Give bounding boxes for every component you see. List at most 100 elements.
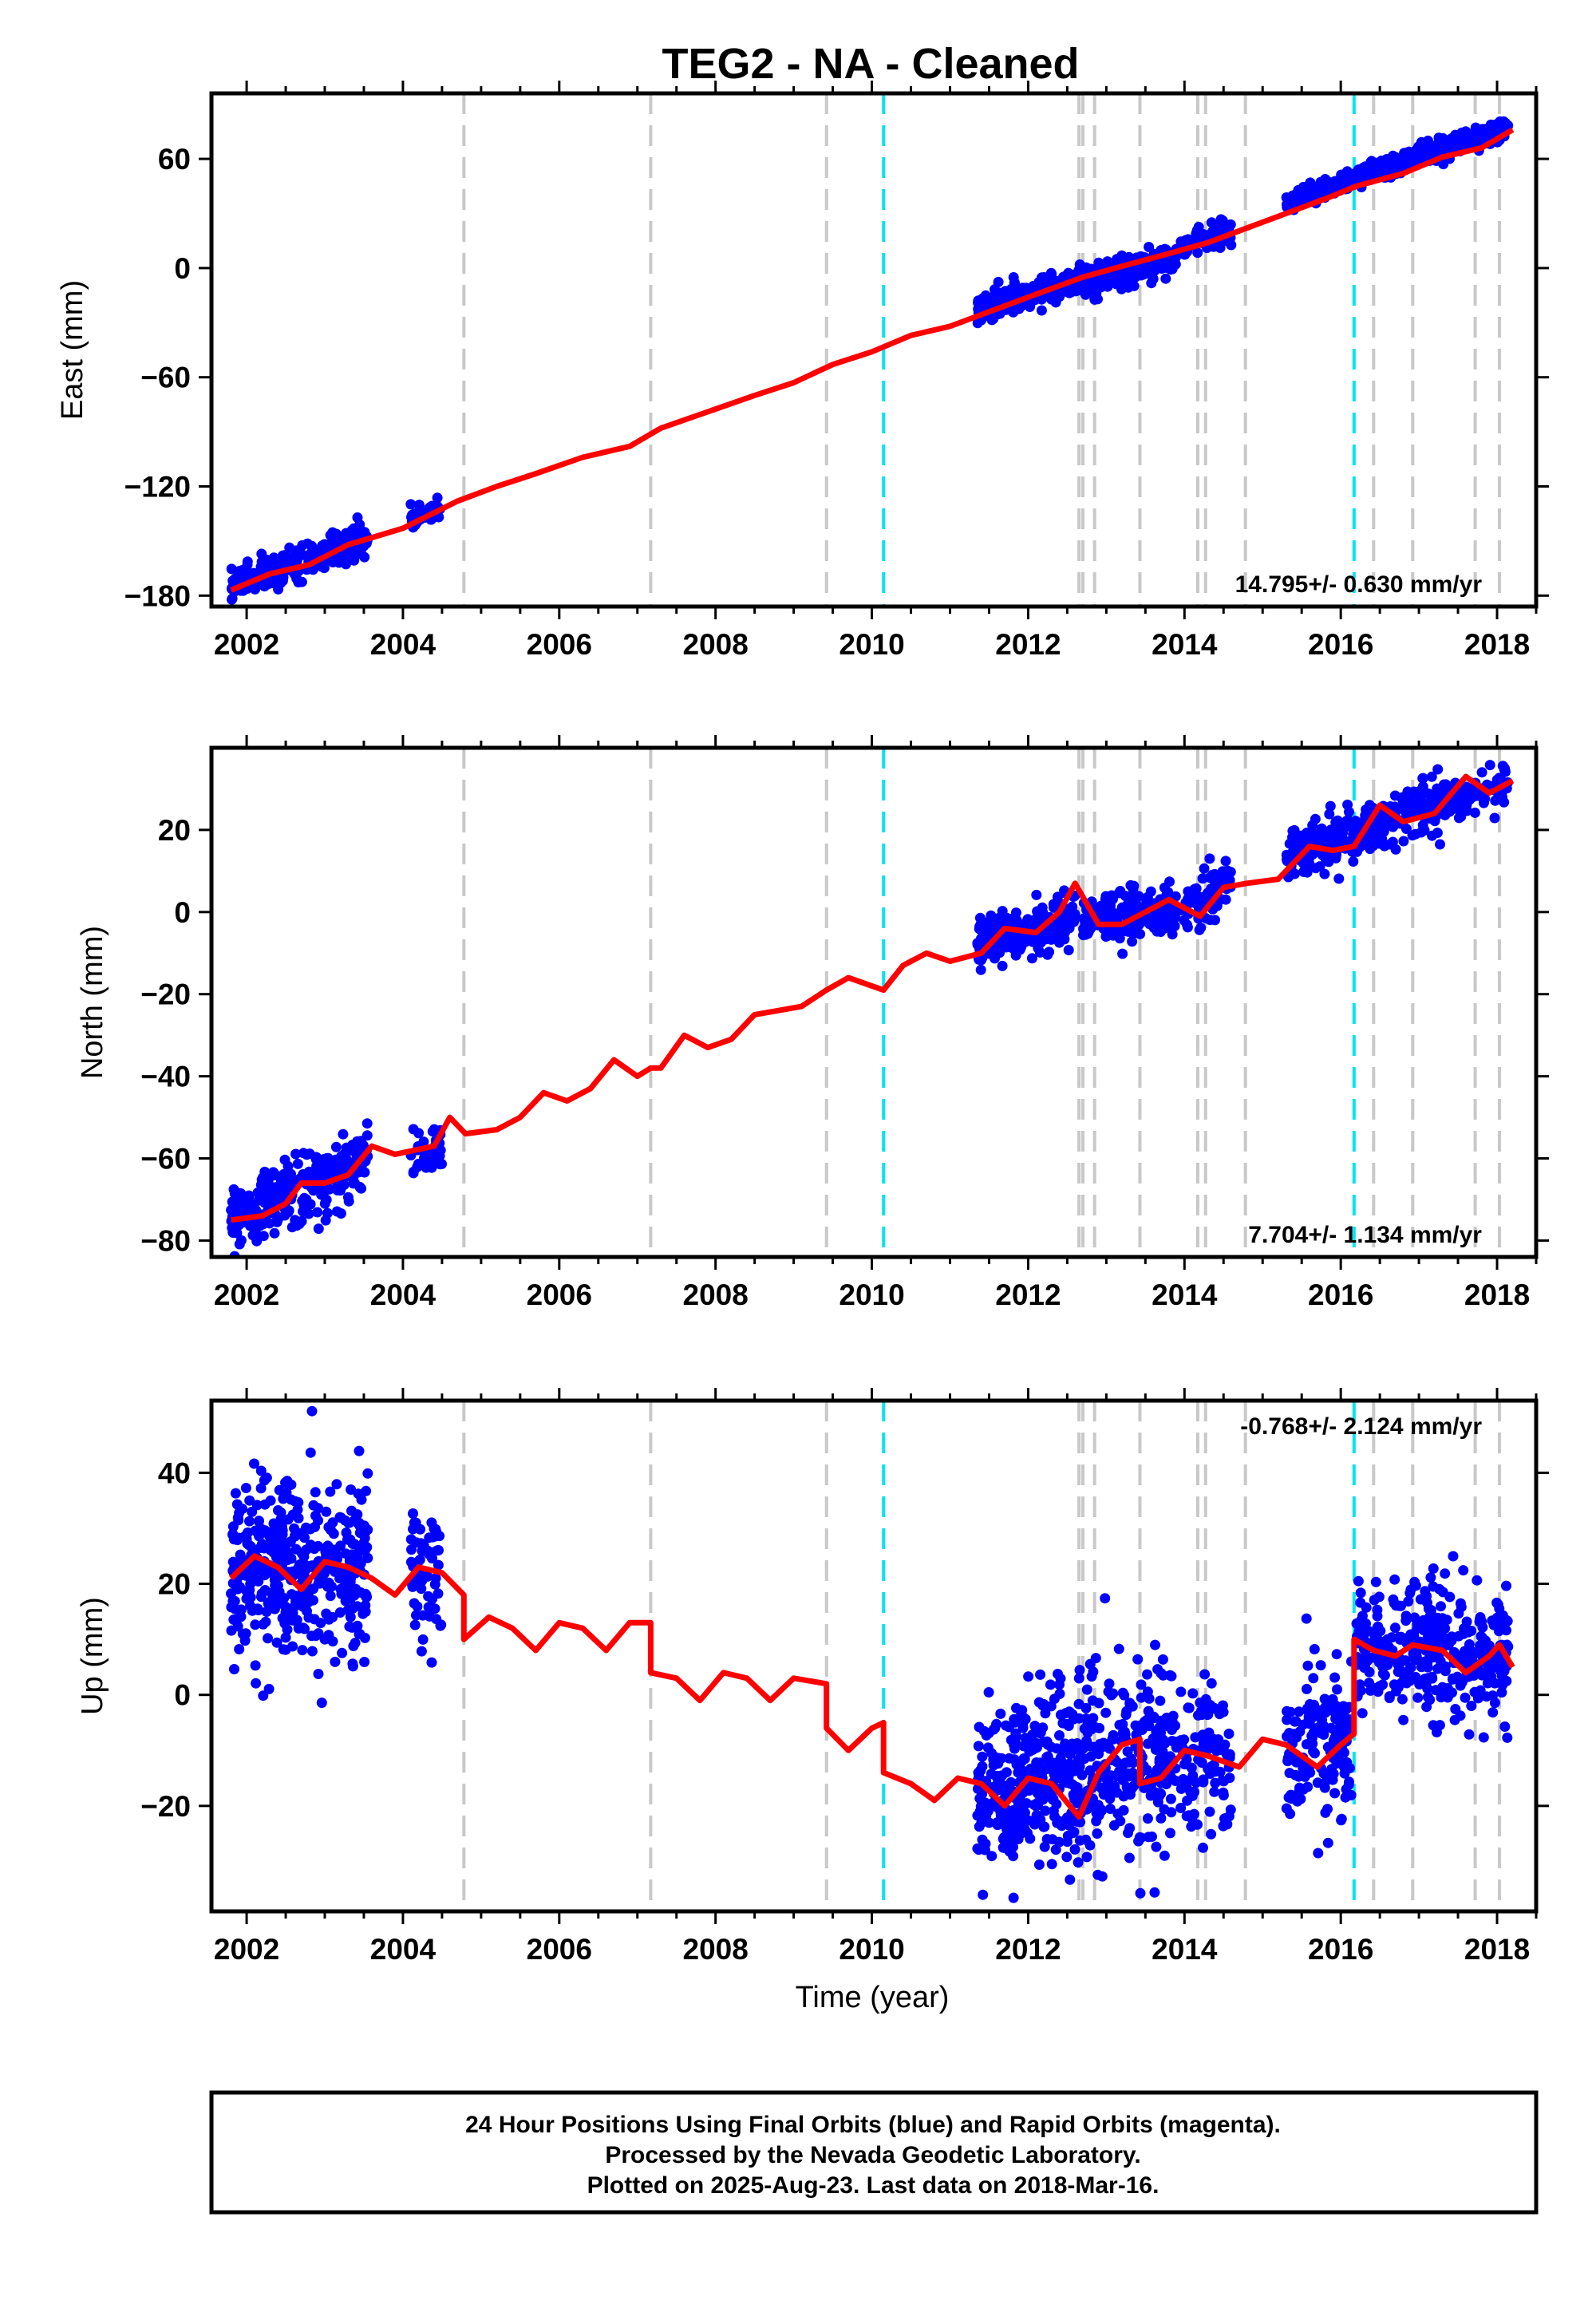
data-point [1192, 229, 1203, 240]
data-point [422, 1545, 433, 1556]
data-point [1363, 835, 1373, 846]
up-panel: 2002 2004 2006 2008 2010 2012 2014 2016 2018 −20 0… [76, 1388, 1549, 1966]
data-point [258, 1618, 269, 1630]
data-point [1127, 936, 1138, 947]
data-point [285, 1176, 295, 1187]
data-point [339, 1148, 350, 1159]
data-point [1302, 828, 1313, 838]
data-point [1108, 1820, 1120, 1831]
data-point [1315, 1660, 1326, 1671]
data-point [1063, 904, 1074, 915]
data-point [1206, 1678, 1217, 1689]
data-point [1157, 1654, 1168, 1665]
data-point [361, 1485, 372, 1496]
data-point [1353, 1575, 1364, 1587]
data-point [977, 1751, 988, 1762]
data-point [306, 1405, 318, 1417]
data-point [1497, 792, 1508, 803]
data-point [234, 1644, 245, 1654]
data-point [1008, 1892, 1019, 1903]
data-point [293, 1512, 304, 1524]
data-point [281, 1487, 292, 1498]
data-point [1398, 1714, 1409, 1725]
data-point [1097, 1784, 1108, 1795]
x-tick-label: 2010 [839, 1933, 904, 1966]
data-point [1017, 1814, 1028, 1825]
data-point [1017, 1712, 1029, 1723]
data-point [409, 1619, 421, 1630]
data-point [1159, 882, 1170, 893]
data-point [1086, 1671, 1097, 1682]
data-point [1053, 1669, 1063, 1679]
data-point [989, 1751, 1000, 1762]
data-point [297, 539, 308, 551]
data-point [426, 1657, 437, 1668]
x-tick-label: 2014 [1152, 1933, 1218, 1966]
data-point [972, 1810, 983, 1821]
data-point [338, 1180, 350, 1191]
data-point [1096, 1804, 1107, 1815]
data-point [310, 1521, 320, 1532]
data-point [1364, 1666, 1375, 1678]
data-point [1350, 172, 1361, 183]
data-point [1331, 1649, 1342, 1660]
data-point [1341, 819, 1351, 830]
data-point [1055, 1753, 1066, 1764]
data-point [1287, 825, 1298, 836]
data-point [361, 1130, 373, 1141]
data-point [1206, 217, 1217, 228]
data-point [1104, 1678, 1115, 1690]
data-point [298, 1622, 309, 1634]
data-point [346, 1622, 358, 1633]
data-point [1108, 1729, 1119, 1741]
data-point [1073, 1673, 1084, 1684]
data-point [1499, 1617, 1510, 1628]
data-point [1136, 1679, 1147, 1690]
data-point [271, 1541, 282, 1552]
data-point [1132, 1654, 1144, 1665]
data-point [1149, 1887, 1160, 1898]
data-point [1426, 148, 1437, 160]
data-point [981, 1729, 992, 1741]
data-point [430, 1573, 441, 1583]
data-point [1194, 924, 1205, 935]
x-tick-label: 2008 [683, 1933, 749, 1966]
data-point [1007, 306, 1018, 318]
data-point [1376, 155, 1387, 166]
x-tick-label: 2006 [527, 1933, 592, 1966]
data-point [1320, 1707, 1331, 1718]
data-point [247, 1506, 258, 1517]
data-point [972, 938, 983, 949]
east-model-line [230, 127, 1515, 593]
data-point [349, 1515, 360, 1526]
data-point [1478, 1732, 1489, 1743]
data-point [1398, 836, 1409, 847]
data-point [235, 1604, 247, 1615]
data-point [1034, 911, 1045, 923]
up-rate-label: -0.768+/- 2.124 mm/yr [1240, 1413, 1482, 1440]
data-point [986, 1851, 998, 1862]
data-point [1357, 1708, 1368, 1719]
data-point [977, 1788, 988, 1800]
data-point [1183, 1702, 1195, 1713]
data-point [1000, 1788, 1011, 1800]
data-point [1081, 1684, 1092, 1695]
data-point [1096, 1871, 1108, 1882]
data-point [1008, 1851, 1019, 1862]
east-panel: 2002 2004 2006 2008 2010 2012 2014 2016 2018 −180… [56, 81, 1549, 661]
x-tick-label: 2018 [1464, 1279, 1530, 1311]
data-point [1217, 866, 1228, 877]
x-tick-label: 2012 [995, 1279, 1061, 1311]
data-point [1396, 1694, 1408, 1705]
data-point [1400, 1655, 1411, 1666]
data-point [1435, 839, 1445, 850]
data-point [1182, 1795, 1193, 1806]
north-y-axis-label: North (mm) [76, 926, 109, 1079]
east-rate-label: 14.795+/- 0.630 mm/yr [1235, 571, 1483, 598]
data-point [1425, 1572, 1436, 1583]
data-point [301, 1544, 312, 1555]
data-point [1424, 1694, 1436, 1705]
data-point [306, 1646, 318, 1657]
data-point [1403, 156, 1414, 167]
data-point [232, 1512, 243, 1524]
